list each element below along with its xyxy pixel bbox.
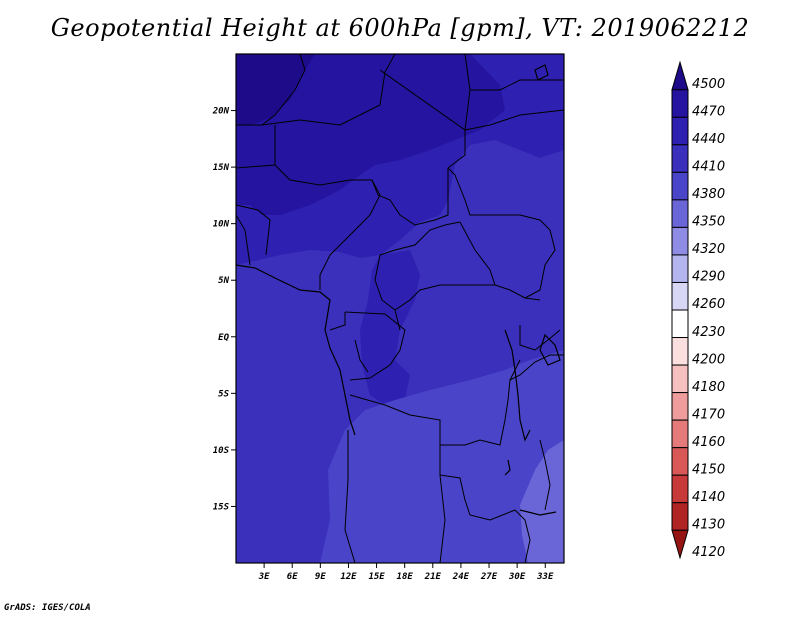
lon-tick-label: 6E xyxy=(287,572,298,582)
colorbar-level-label: 4470 xyxy=(692,105,725,120)
lat-tick-label: EQ xyxy=(218,333,229,343)
lon-tick-label: 18E xyxy=(397,572,414,582)
colorbar-level-label: 4180 xyxy=(692,380,725,395)
colorbar-cell xyxy=(671,116,689,146)
contour-fill-4440-pocket xyxy=(360,250,420,405)
lon-tick-label: 21E xyxy=(424,572,442,582)
coastline xyxy=(236,64,561,516)
colorbar-cell xyxy=(671,419,689,449)
contour-fill-4380 xyxy=(320,350,564,563)
colorbar-cell xyxy=(671,392,689,421)
colorbar-cell xyxy=(671,89,689,118)
map-frame xyxy=(235,53,565,564)
lon-tick-label: 30E xyxy=(508,572,526,582)
colorbar-cell xyxy=(671,447,689,476)
lat-tick-label: 15S xyxy=(213,502,230,512)
colorbar-level-label: 4290 xyxy=(692,270,725,285)
colorbar-level-label: 4260 xyxy=(692,297,725,312)
lat-tick-label: 5S xyxy=(218,389,229,399)
colorbar-level-label: 4320 xyxy=(692,242,725,257)
lon-tick-label: 33E xyxy=(536,572,554,582)
colorbar-level-label: 4200 xyxy=(692,352,725,367)
contour-fill-4470 xyxy=(236,54,505,215)
colorbar-level-label: 4120 xyxy=(692,545,725,560)
contour-fill-4350 xyxy=(520,440,564,563)
colorbar-cell xyxy=(671,144,689,173)
colorbar-level-label: 4410 xyxy=(692,160,725,175)
lon-tick-label: 9E xyxy=(315,572,326,582)
colorbar-level-label: 4150 xyxy=(692,462,725,477)
colorbar-level-label: 4140 xyxy=(692,490,725,505)
lat-tick-label: 15N xyxy=(213,163,230,173)
lon-tick-label: 12E xyxy=(340,572,357,582)
colorbar-cell xyxy=(671,226,689,256)
colorbar-level-label: 4130 xyxy=(692,517,725,532)
colorbar-cell xyxy=(671,281,689,311)
geopotential-field xyxy=(236,54,564,563)
colorbar-top-arrow xyxy=(671,60,689,91)
colorbar-cell xyxy=(671,502,689,531)
colorbar-level-label: 4160 xyxy=(692,435,725,450)
latitude-axis: 20N 15N 10N 5N EQ 5S 10S 15S xyxy=(212,107,236,512)
colorbar-level-label: 4380 xyxy=(692,187,725,202)
colorbar-cell xyxy=(671,364,689,394)
colorbar-level-label: 4170 xyxy=(692,407,725,422)
colorbar-level-label: 4230 xyxy=(692,325,725,340)
grads-credit: GrADS: IGES/COLA xyxy=(4,603,91,613)
colorbar-cell xyxy=(671,171,689,201)
lat-tick-label: 10N xyxy=(213,220,230,230)
country-boundaries xyxy=(236,54,564,563)
colorbar-cell xyxy=(671,474,689,504)
longitude-axis: 3E 6E 9E 12E 15E 18E 21E 24E 27E 30E 33E xyxy=(258,563,554,582)
lat-tick-label: 10S xyxy=(213,446,230,456)
lon-tick-label: 27E xyxy=(480,572,498,582)
colorbar-level-label: 4440 xyxy=(692,132,725,147)
colorbar-cell xyxy=(671,254,689,283)
lon-tick-label: 3E xyxy=(258,572,270,582)
colorbar-level-label: 4500 xyxy=(692,77,725,92)
colorbar-cell xyxy=(671,199,689,228)
colorbar-cell xyxy=(671,337,689,366)
lon-tick-label: 15E xyxy=(368,572,385,582)
colorbar-cell xyxy=(671,309,689,339)
contour-fill-4500 xyxy=(236,54,315,125)
colorbar-level-label: 4350 xyxy=(692,215,725,230)
lat-tick-label: 5N xyxy=(218,276,229,286)
map-title: Geopotential Height at 600hPa [gpm], VT:… xyxy=(50,14,750,42)
lon-tick-label: 24E xyxy=(452,572,470,582)
lat-tick-label: 20N xyxy=(212,107,230,117)
colorbar-bottom-arrow xyxy=(671,529,689,560)
